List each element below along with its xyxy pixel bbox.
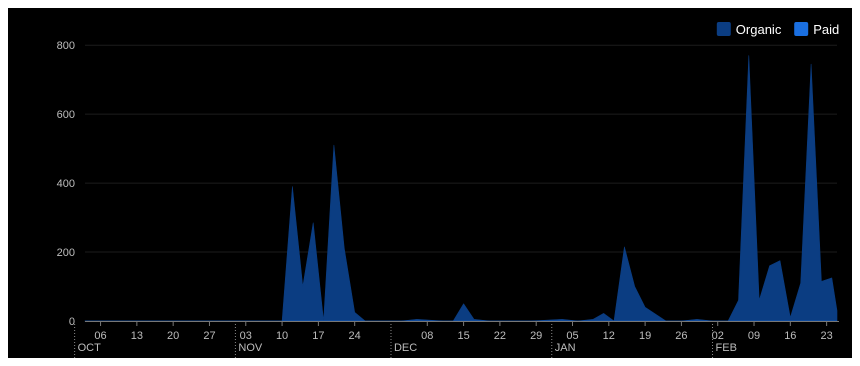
month-label: NOV: [238, 342, 263, 354]
y-tick-label: 200: [57, 247, 75, 259]
grid-lines: [85, 44, 837, 253]
x-tick-label: 24: [349, 330, 361, 342]
legend-label-organic: Organic: [736, 22, 782, 37]
plot-areas: [84, 55, 838, 322]
series-area-organic: [84, 55, 838, 322]
x-tick-label: 06: [94, 330, 106, 342]
x-tick-label: 15: [457, 330, 469, 342]
x-tick-label: 05: [566, 330, 578, 342]
x-tick-label: 09: [748, 330, 760, 342]
x-tick-label: 03: [240, 330, 252, 342]
y-tick-label: 600: [57, 109, 75, 121]
legend: Paid Organic: [716, 22, 839, 37]
x-axis: 06 13 20 27 03 10 17 24 08 15 22 29 05 12 19 26 02 09 16 23…: [74, 321, 839, 358]
x-tick-label: 02: [712, 330, 724, 342]
y-tick-label: 800: [57, 40, 75, 52]
legend-label-paid: Paid: [813, 22, 839, 37]
x-tick-label: 26: [675, 330, 687, 342]
x-tick-label: 08: [421, 330, 433, 342]
x-tick-label: 27: [203, 330, 215, 342]
x-tick-label: 22: [494, 330, 506, 342]
y-tick-label: 0: [69, 316, 75, 328]
y-axis: 0 200 400 600 800: [57, 40, 75, 328]
legend-swatch-paid: [794, 22, 809, 36]
x-tick-label: 16: [784, 330, 796, 342]
y-tick-label: 400: [57, 178, 75, 190]
month-label: FEB: [716, 342, 737, 354]
chart-panel: 06 13 20 27 03 10 17 24 08 15 22 29 05 12 19 26 02 09 16 23…: [8, 8, 852, 358]
x-tick-label: 29: [530, 330, 542, 342]
month-label: JAN: [555, 342, 576, 354]
x-tick-label: 19: [639, 330, 651, 342]
legend-swatch-organic: [716, 22, 731, 36]
month-label: DEC: [394, 342, 417, 354]
x-tick-label: 20: [167, 330, 179, 342]
month-label: OCT: [78, 342, 102, 354]
x-tick-label: 12: [603, 330, 615, 342]
area-chart: 06 13 20 27 03 10 17 24 08 15 22 29 05 12 19 26 02 09 16 23…: [57, 22, 839, 358]
x-tick-label: 13: [131, 330, 143, 342]
x-tick-label: 10: [276, 330, 288, 342]
x-tick-label: 17: [312, 330, 324, 342]
x-tick-label: 23: [821, 330, 833, 342]
